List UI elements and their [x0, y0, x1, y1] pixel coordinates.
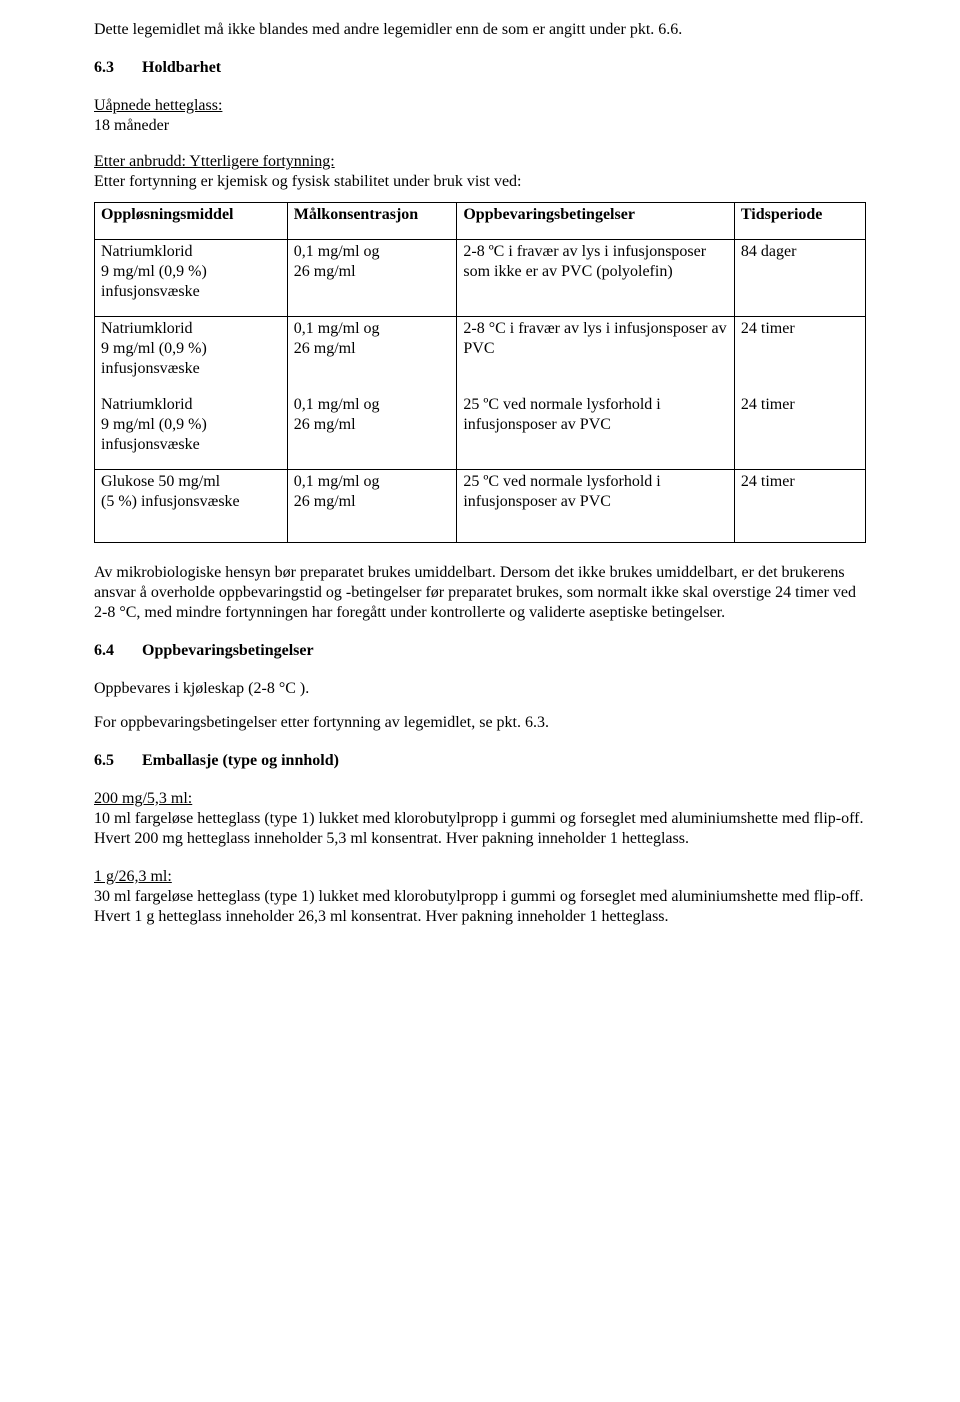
table-row: Natriumklorid9 mg/ml (0,9 %)infusjonsvæs… — [95, 317, 866, 394]
uapnede-block: Uåpnede hetteglass: 18 måneder — [94, 96, 866, 136]
section-6-3-heading: 6.3 Holdbarhet — [94, 58, 866, 78]
document-page: Dette legemidlet må ikke blandes med and… — [0, 0, 960, 1402]
section-title: Holdbarhet — [142, 59, 221, 76]
table-cell: 24 timer — [734, 317, 865, 394]
uapnede-label: Uåpnede hetteglass: — [94, 97, 222, 114]
storage-table: Oppløsningsmiddel Målkonsentrasjon Oppbe… — [94, 202, 866, 543]
section-title: Emballasje (type og innhold) — [142, 752, 339, 769]
table-row: Natriumklorid9 mg/ml (0,9 %)infusjonsvæs… — [95, 393, 866, 470]
section-6-4-heading: 6.4 Oppbevaringsbetingelser — [94, 641, 866, 661]
table-cell: 0,1 mg/ml og26 mg/ml — [287, 317, 457, 394]
pack1-label: 200 mg/5,3 ml: — [94, 790, 192, 807]
table-cell: 0,1 mg/ml og26 mg/ml — [287, 393, 457, 470]
table-cell: 2-8 °C i fravær av lys i infusjonsposer … — [457, 317, 735, 394]
col-header: Målkonsentrasjon — [287, 203, 457, 240]
table-cell: 24 timer — [734, 393, 865, 470]
col-header: Oppbevaringsbetingelser — [457, 203, 735, 240]
etter-label: Etter anbrudd: Ytterligere fortynning: — [94, 153, 335, 170]
col-header: Oppløsningsmiddel — [95, 203, 288, 240]
table-cell: 84 dager — [734, 240, 865, 317]
uapnede-value: 18 måneder — [94, 117, 169, 134]
intro-paragraph: Dette legemidlet må ikke blandes med and… — [94, 20, 866, 40]
section-number: 6.5 — [94, 751, 138, 771]
col-header: Tidsperiode — [734, 203, 865, 240]
table-cell: Natriumklorid9 mg/ml (0,9 %)infusjonsvæs… — [95, 317, 288, 394]
table-cell: 0,1 mg/ml og26 mg/ml — [287, 470, 457, 543]
etter-block: Etter anbrudd: Ytterligere fortynning: E… — [94, 152, 866, 192]
s64-line2: For oppbevaringsbetingelser etter fortyn… — [94, 713, 866, 733]
table-cell: 0,1 mg/ml og26 mg/ml — [287, 240, 457, 317]
pack1-block: 200 mg/5,3 ml: 10 ml fargeløse hetteglas… — [94, 789, 866, 849]
section-number: 6.4 — [94, 641, 138, 661]
table-cell: Natriumklorid9 mg/ml (0,9 %)infusjonsvæs… — [95, 240, 288, 317]
table-cell: 25 ºC ved normale lysforhold i infusjons… — [457, 470, 735, 543]
pack2-body: 30 ml fargeløse hetteglass (type 1) lukk… — [94, 888, 863, 925]
table-cell: 24 timer — [734, 470, 865, 543]
s64-line1: Oppbevares i kjøleskap (2-8 °C ). — [94, 679, 866, 699]
table-cell: Natriumklorid9 mg/ml (0,9 %)infusjonsvæs… — [95, 393, 288, 470]
table-header-row: Oppløsningsmiddel Målkonsentrasjon Oppbe… — [95, 203, 866, 240]
etter-value: Etter fortynning er kjemisk og fysisk st… — [94, 173, 521, 190]
pack2-block: 1 g/26,3 ml: 30 ml fargeløse hetteglass … — [94, 867, 866, 927]
section-title: Oppbevaringsbetingelser — [142, 642, 314, 659]
pack1-body: 10 ml fargeløse hetteglass (type 1) lukk… — [94, 810, 863, 847]
table-cell: 25 ºC ved normale lysforhold i infusjons… — [457, 393, 735, 470]
section-6-5-heading: 6.5 Emballasje (type og innhold) — [94, 751, 866, 771]
section-number: 6.3 — [94, 58, 138, 78]
pack2-label: 1 g/26,3 ml: — [94, 868, 172, 885]
table-row: Glukose 50 mg/ml(5 %) infusjonsvæske 0,1… — [95, 470, 866, 543]
after-table-paragraph: Av mikrobiologiske hensyn bør preparatet… — [94, 563, 866, 623]
table-cell: 2-8 ºC i fravær av lys i infusjonsposer … — [457, 240, 735, 317]
table-row: Natriumklorid9 mg/ml (0,9 %)infusjonsvæs… — [95, 240, 866, 317]
table-cell: Glukose 50 mg/ml(5 %) infusjonsvæske — [95, 470, 288, 543]
